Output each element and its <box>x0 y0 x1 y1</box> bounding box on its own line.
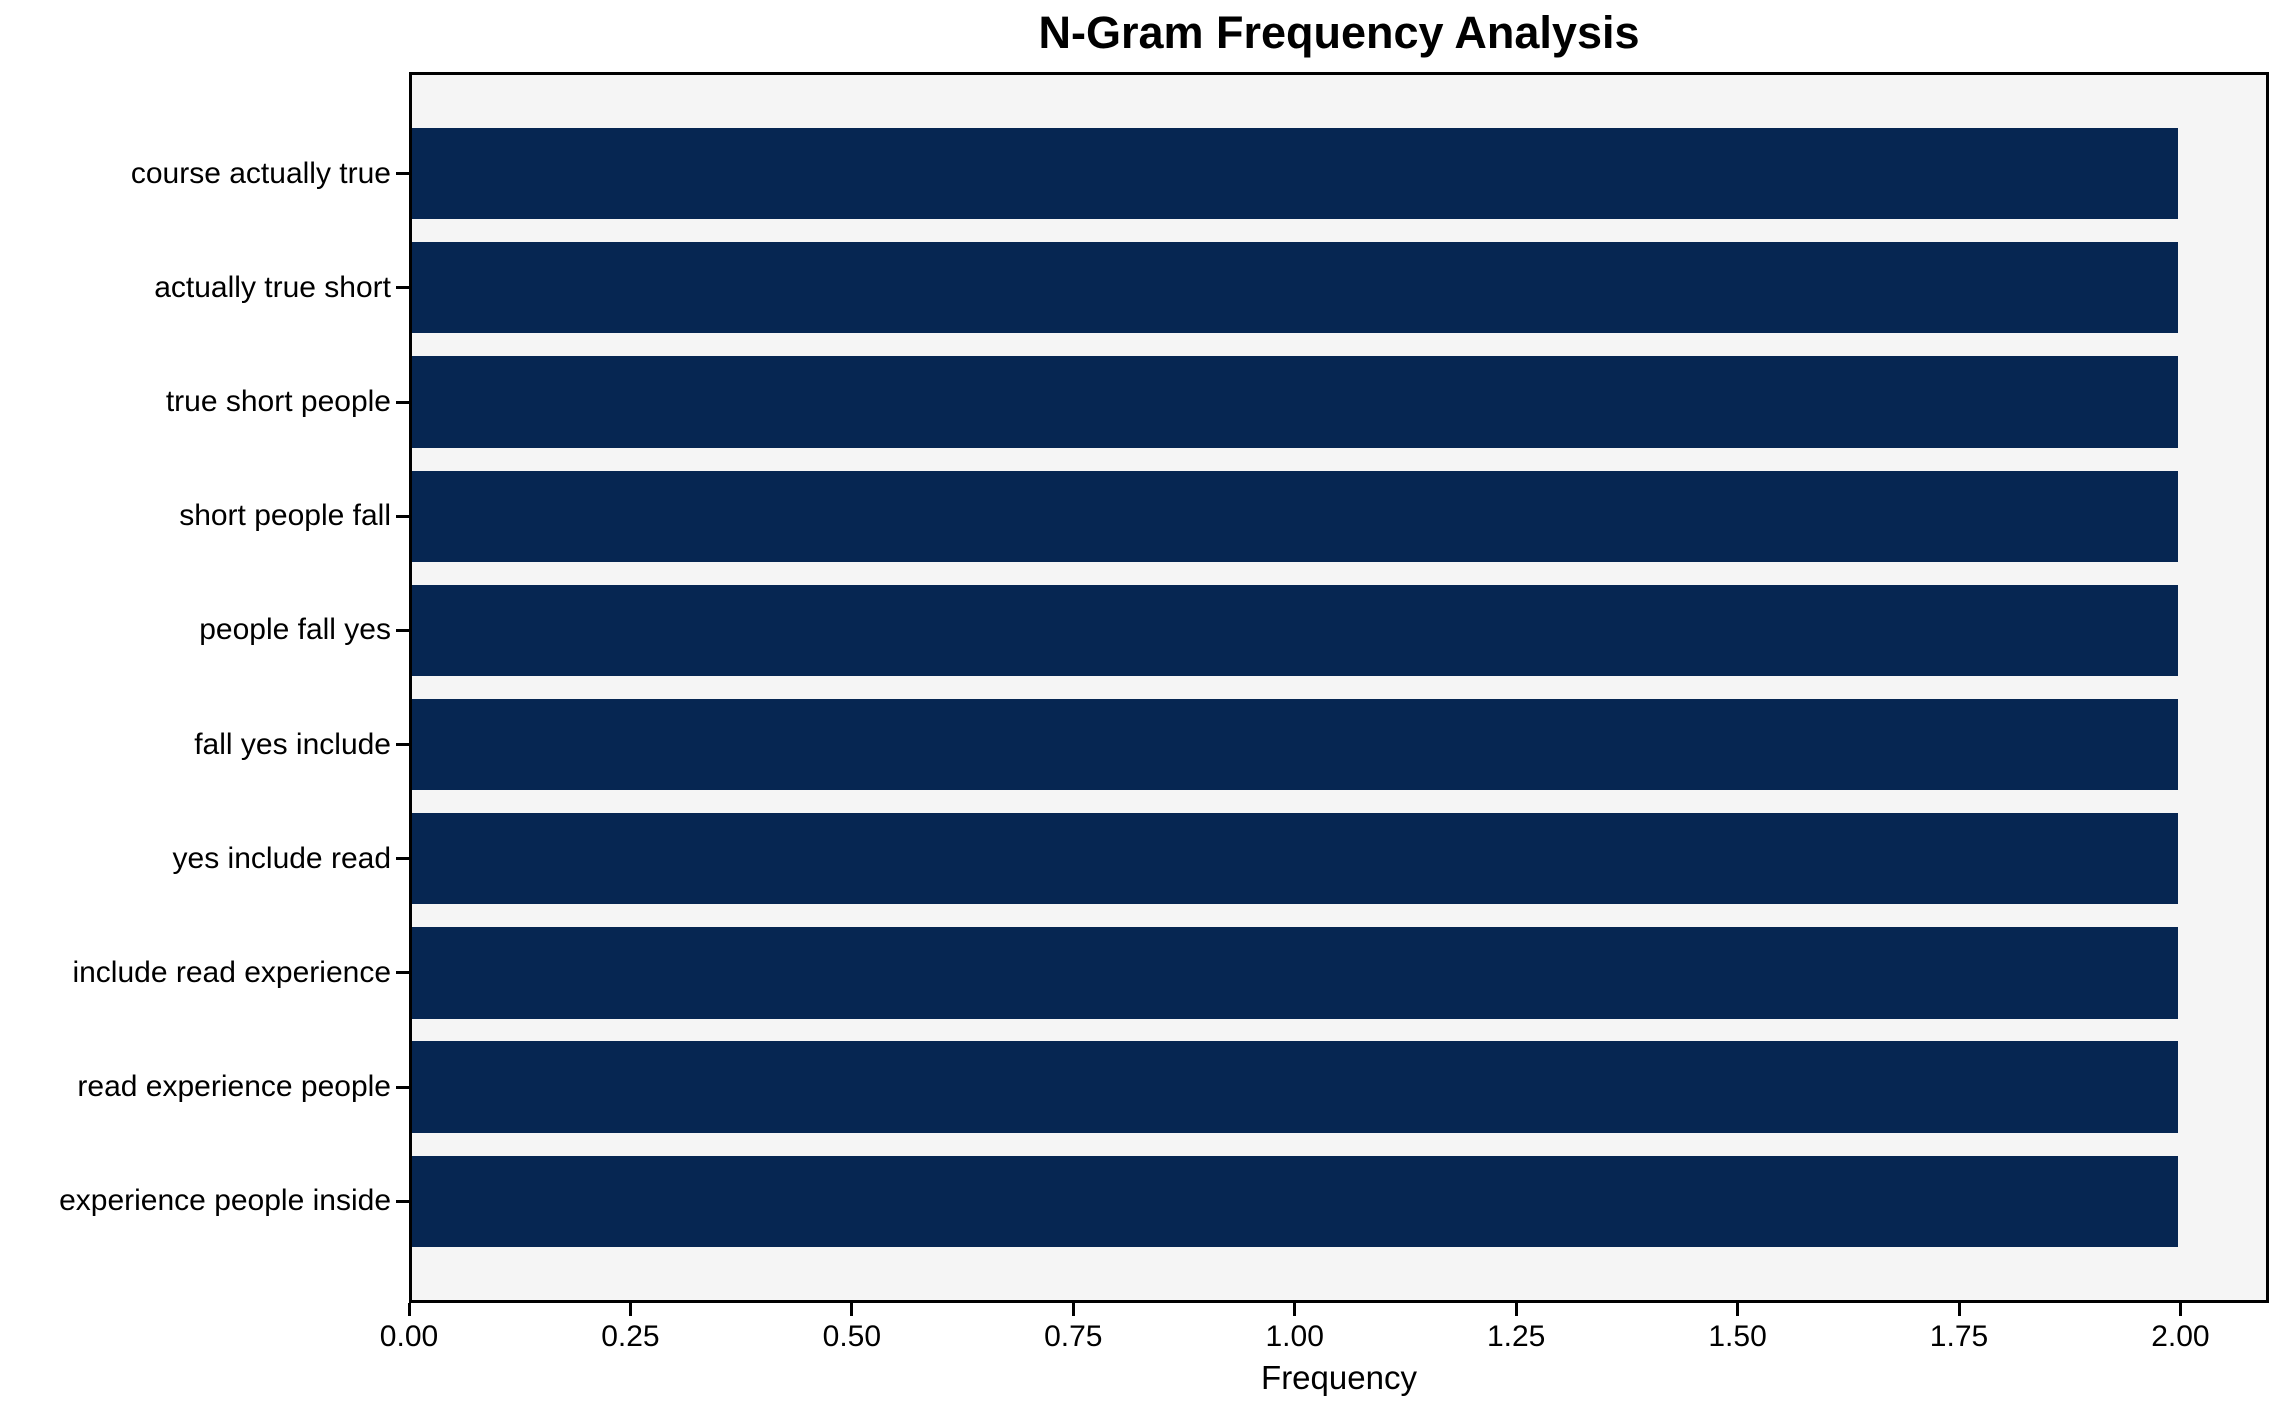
x-tick-mark <box>628 1303 632 1316</box>
x-tick-mark <box>1071 1303 1075 1316</box>
x-tick-mark <box>407 1303 411 1316</box>
x-tick-label: 0.00 <box>379 1320 439 1353</box>
y-tick-mark <box>396 628 409 632</box>
x-tick-mark <box>1736 1303 1740 1316</box>
x-axis-label: Frequency <box>1261 1359 1417 1396</box>
y-tick-mark <box>396 1085 409 1089</box>
y-tick-mark <box>396 1199 409 1203</box>
x-tick-mark <box>1293 1303 1297 1316</box>
y-tick-mark <box>396 743 409 747</box>
x-tick-label: 0.75 <box>1044 1320 1103 1353</box>
y-tick-label: course actually true <box>130 156 391 190</box>
bar <box>412 242 2178 334</box>
plot-area <box>409 72 2269 1303</box>
y-tick-label: true short people <box>165 385 391 419</box>
x-tick-label: 1.25 <box>1486 1320 1546 1353</box>
x-tick-mark <box>850 1303 854 1316</box>
bar <box>412 470 2178 562</box>
x-tick-label: 2.00 <box>2151 1320 2210 1353</box>
bar <box>412 1155 2178 1248</box>
x-tick-label: 1.50 <box>1708 1320 1767 1353</box>
y-tick-label: yes include read <box>172 841 391 875</box>
x-tick-mark <box>2178 1303 2182 1316</box>
y-tick-mark <box>396 514 409 518</box>
x-tick-label: 1.00 <box>1265 1320 1324 1353</box>
y-tick-mark <box>396 971 409 975</box>
x-tick-mark <box>1514 1303 1518 1316</box>
y-tick-mark <box>396 400 409 404</box>
bar <box>412 813 2178 905</box>
y-tick-label: include read experience <box>72 955 391 989</box>
y-tick-label: read experience people <box>77 1070 391 1104</box>
y-tick-label: people fall yes <box>199 613 391 647</box>
y-tick-mark <box>396 172 409 176</box>
y-tick-mark <box>396 857 409 861</box>
x-tick-label: 0.50 <box>822 1320 882 1353</box>
y-tick-label: short people fall <box>179 499 391 533</box>
bar <box>412 1041 2178 1133</box>
bar <box>412 356 2178 448</box>
x-tick-label: 0.25 <box>601 1320 660 1353</box>
y-tick-mark <box>396 286 409 290</box>
y-tick-label: fall yes include <box>194 727 391 761</box>
x-tick-label: 1.75 <box>1929 1320 1989 1353</box>
bar <box>412 584 2178 677</box>
y-tick-label: experience people inside <box>59 1184 391 1218</box>
chart-title: N-Gram Frequency Analysis <box>1038 7 1640 58</box>
bar <box>412 127 2178 220</box>
x-tick-mark <box>1957 1303 1961 1316</box>
bar <box>412 927 2178 1019</box>
bar <box>412 698 2178 791</box>
y-tick-label: actually true short <box>154 270 391 304</box>
